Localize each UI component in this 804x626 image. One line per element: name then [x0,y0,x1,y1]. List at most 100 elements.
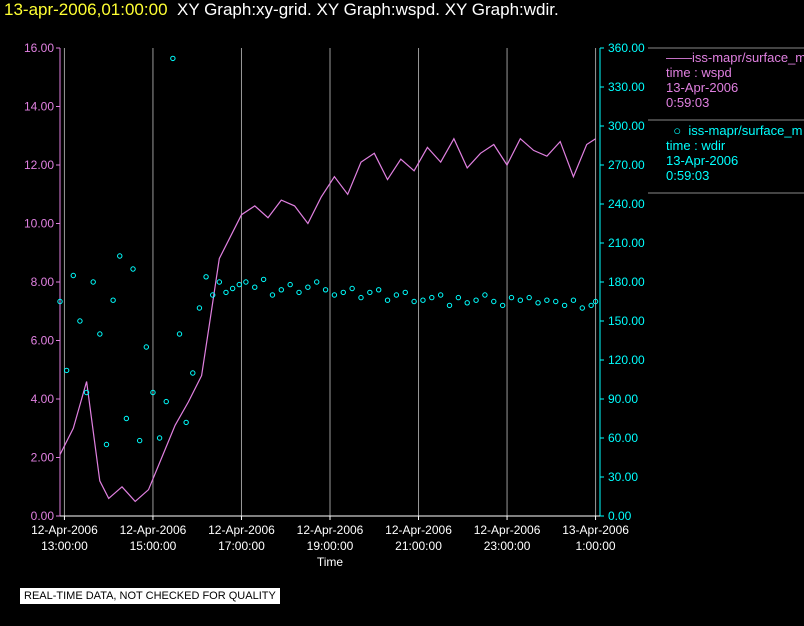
series-point-wdir [176,331,183,337]
series-point-wdir [402,289,408,296]
series-point-wdir [367,289,373,296]
legend-date: 13-Apr-2006 [666,80,739,95]
legend-entry-wdir: ○ iss-mapr/surface_m time : wdir 13-Apr-… [666,123,802,183]
series-point-wdir [170,55,176,62]
series-point-wdir [561,302,568,309]
x-tick-time: 23:00:00 [484,539,531,553]
series-point-wdir [358,294,364,301]
series-point-wdir [110,297,116,303]
series-point-wdir [117,253,123,259]
series-point-wdir [243,279,249,285]
series-point-wdir [229,285,236,292]
series-point-wdir [508,294,515,301]
legend-date: 13-Apr-2006 [666,153,739,168]
series-point-wdir [203,274,209,280]
series-point-wdir [83,389,90,396]
x-tick-date: 12-Apr-2006 [31,523,98,537]
series-point-wdir [196,305,203,311]
series-point-wdir [123,415,130,422]
left-tick-label: 4.00 [31,392,55,406]
quality-disclaimer: REAL-TIME DATA, NOT CHECKED FOR QUALITY [20,588,280,604]
right-tick-label: 90.00 [608,392,638,406]
right-tick-label: 300.00 [608,119,645,133]
series-point-wdir [305,284,311,290]
legend-time: 0:59:03 [666,95,710,110]
right-tick-label: 270.00 [608,158,645,172]
legend-field: time : wspd [666,65,732,80]
series-point-wdir [150,389,156,396]
series-point-wdir [349,285,355,292]
series-point-wdir [130,266,136,272]
series-point-wdir [331,292,338,298]
series-point-wdir [97,331,103,337]
series-point-wdir [183,419,189,426]
right-tick-label: 0.00 [608,509,632,523]
chart-title: 13-apr-2006,01:00:00 XY Graph:xy-grid. X… [4,0,559,20]
legend-circle-icon: ○ [666,123,689,138]
x-tick-time: 19:00:00 [307,539,354,553]
series-point-wdir [526,294,532,301]
left-tick-label: 16.00 [24,41,54,55]
series-point-wdir [216,279,223,285]
series-point-wdir [464,300,470,306]
series-point-wdir [499,302,506,309]
x-tick-time: 1:00:00 [576,539,616,553]
series-point-wdir [384,297,391,303]
series-point-wdir [375,287,382,293]
x-tick-date: 13-Apr-2006 [562,523,629,537]
x-tick-date: 12-Apr-2006 [385,523,452,537]
x-tick-date: 12-Apr-2006 [474,523,541,537]
legend-label: iss-mapr/surface_m [688,123,803,138]
series-point-wdir [535,300,541,306]
series-point-wdir [553,298,559,305]
series-point-wdir [420,297,426,303]
right-tick-label: 150.00 [608,314,645,328]
series-point-wdir [482,292,488,298]
series-point-wdir [57,298,63,305]
left-tick-label: 6.00 [31,334,55,348]
x-tick-time: 15:00:00 [130,539,177,553]
right-tick-label: 120.00 [608,353,645,367]
series-point-wdir [103,441,110,448]
legend-entry-wspd: ——iss-mapr/surface_m time : wspd 13-Apr-… [666,50,804,110]
legend-label: iss-mapr/surface_m [692,50,804,65]
right-tick-label: 240.00 [608,197,645,211]
series-point-wdir [429,294,435,301]
series-point-wdir [588,302,594,309]
right-tick-label: 30.00 [608,470,638,484]
series-point-wdir [491,298,497,305]
left-tick-label: 10.00 [24,217,54,231]
timestamp: 13-apr-2006,01:00:00 [4,0,168,19]
series-point-wdir [411,298,417,305]
series-point-wdir [473,297,479,303]
series-point-wdir [210,292,216,298]
right-tick-label: 360.00 [608,41,645,55]
series-point-wdir [143,344,150,350]
series-point-wdir [63,367,70,374]
x-tick-time: 17:00:00 [218,539,265,553]
series-point-wdir [287,281,293,288]
series-point-wdir [77,318,83,324]
series-point-wdir [260,276,267,283]
series-point-wdir [156,435,163,441]
right-tick-label: 60.00 [608,431,638,445]
series-point-wdir [570,297,577,303]
series-point-wdir [70,272,76,279]
series-point-wdir [236,281,242,288]
left-tick-label: 0.00 [31,509,55,523]
series-point-wdir [393,292,400,298]
series-point-wdir [223,289,229,296]
legend-line-icon: —— [666,50,692,65]
right-tick-label: 330.00 [608,80,645,94]
series-point-wdir [136,437,143,444]
graph-names: XY Graph:xy-grid. XY Graph:wspd. XY Grap… [176,0,559,19]
left-tick-label: 8.00 [31,275,55,289]
left-tick-label: 14.00 [24,100,54,114]
x-tick-time: 13:00:00 [41,539,88,553]
series-point-wdir [269,292,276,298]
x-tick-time: 21:00:00 [395,539,442,553]
right-tick-label: 210.00 [608,236,645,250]
left-tick-label: 2.00 [31,451,55,465]
left-tick-label: 12.00 [24,158,54,172]
